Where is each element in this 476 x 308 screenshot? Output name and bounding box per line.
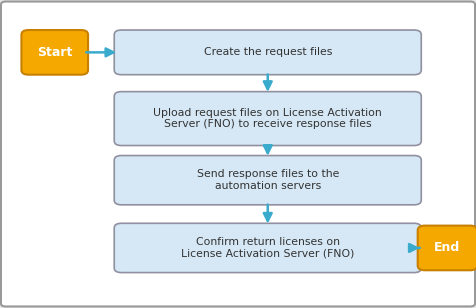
Text: Confirm return licenses on
License Activation Server (FNO): Confirm return licenses on License Activ… — [181, 237, 355, 259]
FancyBboxPatch shape — [114, 156, 421, 205]
Text: Upload request files on License Activation
Server (FNO) to receive response file: Upload request files on License Activati… — [153, 108, 382, 129]
Text: Start: Start — [37, 46, 72, 59]
FancyBboxPatch shape — [21, 30, 88, 75]
Text: Send response files to the
automation servers: Send response files to the automation se… — [197, 169, 339, 191]
FancyBboxPatch shape — [114, 223, 421, 273]
FancyBboxPatch shape — [418, 225, 476, 270]
Text: End: End — [434, 241, 461, 254]
FancyBboxPatch shape — [114, 92, 421, 145]
FancyBboxPatch shape — [114, 30, 421, 75]
Text: Create the request files: Create the request files — [204, 47, 332, 57]
